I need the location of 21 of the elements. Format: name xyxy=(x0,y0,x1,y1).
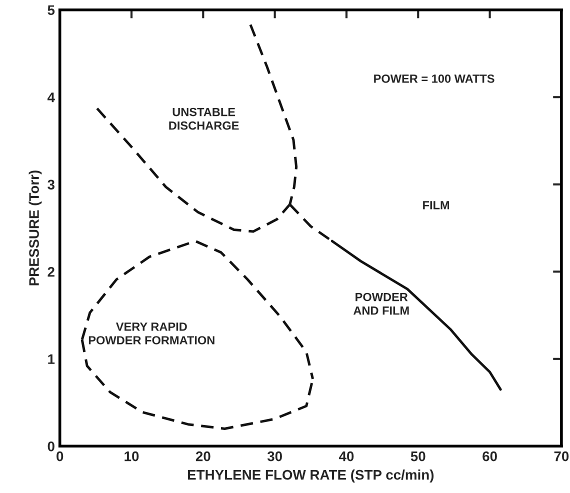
x-tick-label: 70 xyxy=(554,451,569,462)
x-tick-label: 10 xyxy=(124,451,139,462)
annotation: VERY RAPID POWDER FORMATION xyxy=(88,322,214,344)
x-axis-title: ETHYLENE FLOW RATE (STP cc/min) xyxy=(188,470,434,482)
x-tick-label: 60 xyxy=(482,451,497,462)
y-tick-label: 3 xyxy=(48,180,54,190)
x-tick-label: 20 xyxy=(196,451,210,462)
x-tick-label: 30 xyxy=(267,451,282,462)
y-tick-label: 0 xyxy=(48,442,54,452)
x-tick-label: 0 xyxy=(56,451,64,462)
annotation: UNSTABLE DISCHARGE xyxy=(169,108,239,130)
y-tick-label: 2 xyxy=(48,266,54,277)
annotation: FILM xyxy=(423,201,450,210)
annotation: POWDER AND FILM xyxy=(353,292,409,315)
y-tick-label: 4 xyxy=(47,92,55,102)
y-tick-label: 5 xyxy=(48,5,55,16)
annotation: POWER = 100 WATTS xyxy=(374,74,494,83)
y-axis-title: PRESSURE (Torr) xyxy=(28,170,42,286)
x-tick-label: 40 xyxy=(338,451,354,462)
x-tick-label: 50 xyxy=(410,451,426,462)
y-tick-label: 1 xyxy=(48,354,55,364)
